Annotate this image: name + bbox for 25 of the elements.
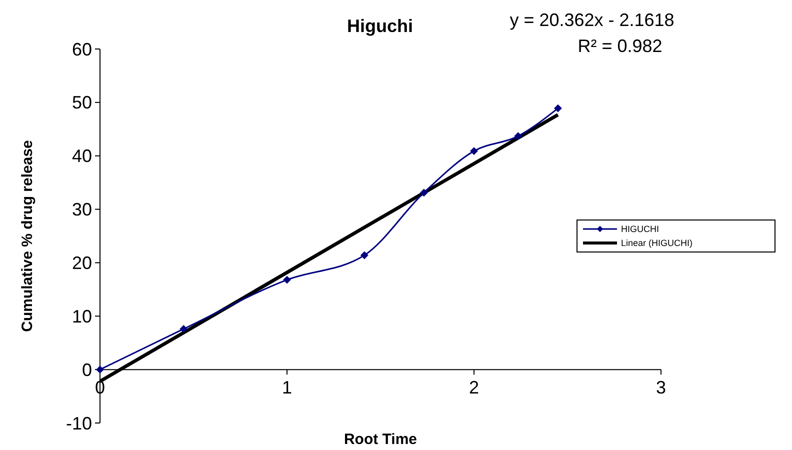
x-tick-label: 1: [282, 378, 292, 398]
point: [360, 251, 368, 260]
y-tick-label: 20: [72, 253, 92, 274]
text: y = 20.362x - 2.1618: [510, 10, 674, 30]
chart-title: Higuchi: [347, 16, 413, 36]
x-axis-title: Root Time: [344, 431, 418, 448]
y-tick-label: 0: [82, 360, 92, 380]
legend-label: HIGUCHI: [621, 224, 659, 234]
y-axis-title: Cumulative % drug release: [19, 140, 36, 332]
legend-label: Linear (HIGUCHI): [621, 238, 693, 248]
y-tick-label: 10: [72, 306, 92, 326]
y-tick-label: 50: [72, 92, 92, 113]
y-tick-label: 40: [72, 146, 92, 166]
point: [514, 132, 522, 140]
point: [420, 188, 428, 197]
point: [470, 147, 478, 156]
point: [180, 325, 188, 333]
y-tick-label: -10: [66, 413, 92, 434]
point: [283, 276, 291, 284]
annotation: R² = 0.982: [578, 36, 662, 56]
y-tick-label: 60: [72, 39, 92, 60]
x-tick-label: 3: [656, 378, 666, 398]
x-tick-label: 2: [468, 378, 480, 398]
point: [554, 104, 562, 112]
y-tick-label: 30: [72, 200, 92, 220]
